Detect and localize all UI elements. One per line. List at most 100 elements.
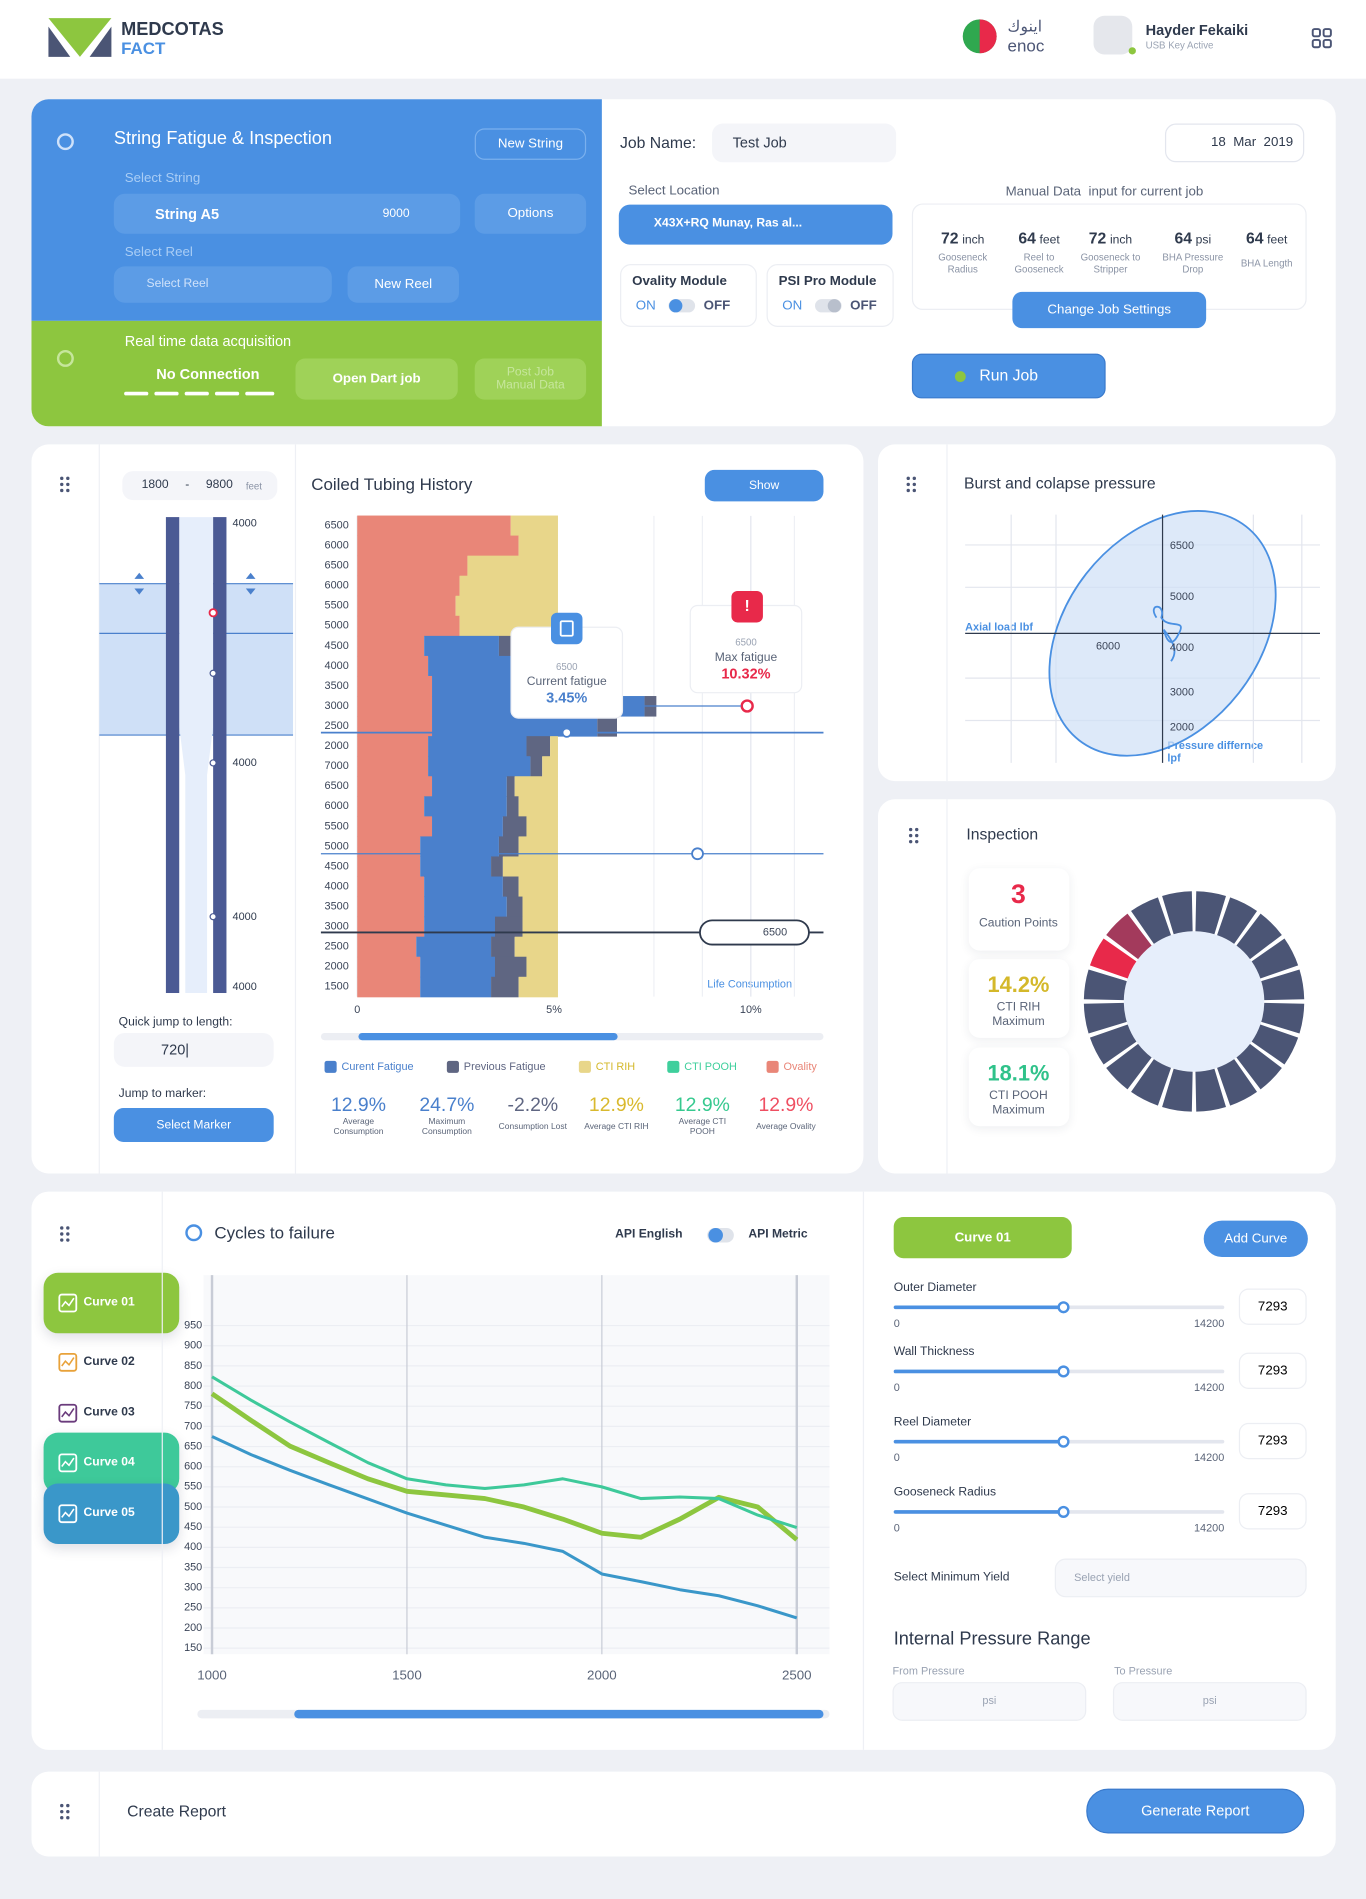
range-from: 1800 (141, 478, 169, 492)
slider-label: Gooseneck Radius (893, 1485, 997, 1500)
stat-value: 24.7% (419, 1095, 475, 1116)
manual-title: Manual Data input for current job (1005, 184, 1204, 200)
unit: inch (962, 233, 985, 248)
unit: psi (1195, 233, 1212, 248)
cycles-title: Cycles to failure (214, 1222, 335, 1242)
yield-dropdown[interactable] (1054, 1558, 1307, 1598)
inspection-card (968, 959, 1070, 1038)
inspection-card (968, 868, 1070, 951)
value: 64 (1246, 228, 1264, 248)
avatar[interactable] (1093, 15, 1133, 55)
partner: enoc (1007, 35, 1045, 56)
depth-label: 4000 (232, 980, 257, 993)
curve-name[interactable]: Curve 05 (83, 1506, 135, 1520)
unit: feet (1267, 233, 1288, 248)
card-label: CTI POOH Maximum (989, 1089, 1048, 1117)
pressure-title: Internal Pressure Range (893, 1628, 1091, 1650)
job-name-input[interactable] (712, 123, 897, 163)
slider-value[interactable]: 7293 (1238, 1288, 1307, 1325)
label: Jump to marker: (118, 1087, 207, 1101)
report-title: Create Report (127, 1802, 227, 1821)
manual-label: Gooseneck Radius (938, 251, 988, 275)
generate-report-button[interactable]: Generate Report (1086, 1788, 1305, 1834)
unit-left[interactable]: API English (615, 1227, 683, 1242)
options-button[interactable]: Options (474, 193, 587, 234)
range-box[interactable] (122, 471, 278, 501)
value: 72 (941, 228, 959, 248)
slider-min: 0 (893, 1521, 900, 1534)
location: X43X+RQ Munay, Ras al... (653, 216, 803, 231)
date-picker[interactable] (1164, 123, 1305, 163)
curve-name[interactable]: Curve 02 (83, 1355, 135, 1369)
string-dropdown[interactable] (113, 193, 461, 234)
curve-name[interactable]: Curve 04 (83, 1455, 135, 1469)
slider-max: 14200 (1193, 1451, 1225, 1464)
card-value: 3 (1011, 878, 1026, 910)
new-string-button[interactable]: New String (474, 128, 587, 160)
stat-value: 12.9% (758, 1095, 814, 1116)
label: Real time data acquisition (124, 332, 292, 350)
label: Select String (124, 171, 201, 186)
stat-label: Average Ovality (756, 1122, 816, 1132)
reel-dropdown[interactable] (113, 266, 332, 303)
show-button[interactable]: Show (704, 469, 824, 502)
module-box[interactable] (620, 263, 757, 327)
curve-name[interactable]: Curve 01 (83, 1295, 135, 1310)
slider-label: Wall Thickness (893, 1345, 975, 1359)
module-on: ON (782, 298, 803, 313)
module-name: PSI Pro Module (778, 274, 877, 289)
new-reel-button[interactable]: New Reel (347, 266, 459, 303)
manual-value: 64 feet (1246, 229, 1287, 248)
card-value: 18.1% (987, 1061, 1050, 1086)
header (0, 0, 1366, 79)
axis-label: Axial load lbf (965, 620, 1033, 633)
stat-label: Maximum Consumption (421, 1118, 472, 1136)
change-settings-button[interactable]: Change Job Settings (1012, 291, 1207, 329)
range-sep: - (185, 478, 190, 492)
depth-label: 4000 (232, 666, 257, 679)
open-dart-button[interactable]: Open Dart job (295, 358, 458, 400)
x-axis-label: Life Consumption (707, 977, 793, 991)
module-box[interactable] (766, 263, 894, 327)
string-length: 9000 (382, 207, 410, 221)
slider-max: 14200 (1193, 1381, 1225, 1394)
depth-label: 4000 (232, 516, 257, 529)
slider-value[interactable]: 7293 (1238, 1493, 1307, 1530)
select-marker-button[interactable]: Select Marker (113, 1108, 274, 1142)
manual-label: BHA Length (1240, 257, 1293, 269)
location-dropdown[interactable] (618, 204, 893, 245)
slider-value[interactable]: 7293 (1238, 1352, 1307, 1390)
slider-label: Reel Diameter (893, 1415, 972, 1429)
label: Quick jump to length: (118, 1016, 233, 1030)
unit: feet (1039, 233, 1060, 248)
to-input[interactable]: psi (1112, 1682, 1307, 1721)
label: From Pressure (892, 1664, 965, 1677)
label: Select Reel (124, 245, 193, 260)
manual-value: 72 inch (941, 229, 984, 248)
slider-min: 0 (893, 1451, 900, 1464)
card-value: 14.2% (987, 972, 1050, 997)
slider-value[interactable]: 7293 (1238, 1422, 1307, 1460)
unit-right[interactable]: API Metric (748, 1227, 808, 1242)
user-name[interactable]: Hayder Fekaiki (1145, 21, 1249, 39)
user-status: USB Key Active (1145, 40, 1214, 52)
curve-name[interactable]: Curve 03 (83, 1405, 135, 1420)
module-name: Ovality Module (632, 274, 727, 289)
legend-label: Previous Fatigue (463, 1060, 546, 1073)
label: Job Name: (620, 133, 697, 152)
post-job-button[interactable]: Post Job Manual Data (474, 358, 587, 400)
brand: MEDCOTAS (121, 19, 224, 40)
depth-label: 4000 (232, 606, 257, 619)
from-input[interactable]: psi (892, 1682, 1087, 1721)
legend-label: Ovality (783, 1060, 817, 1073)
quick-jump-value: 720| (161, 1041, 190, 1059)
stat-label: Consumption Lost (498, 1122, 567, 1132)
panel-title: String Fatigue & Inspection (113, 128, 332, 149)
add-curve-button[interactable]: Add Curve (1203, 1220, 1308, 1258)
stat-value: -2.2% (507, 1095, 559, 1116)
run-job-button[interactable]: Run Job (911, 353, 1106, 399)
quick-jump-input[interactable] (113, 1032, 274, 1067)
curve-dropdown[interactable]: Curve 01 (893, 1217, 1072, 1259)
range-to: 9800 (205, 478, 233, 492)
